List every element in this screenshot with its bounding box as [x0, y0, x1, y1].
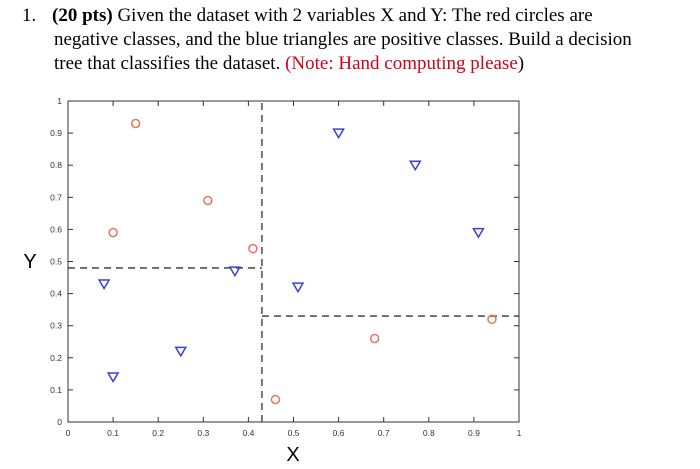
y-tick-label: 0.3	[50, 321, 62, 331]
y-tick-label: 1	[57, 96, 62, 106]
x-axis-title: X	[286, 444, 299, 466]
question-line-1: 1. (20 pts) Given the dataset with 2 vari…	[22, 4, 682, 28]
positive-class-triangle	[97, 279, 111, 290]
y-tick-label: 0.7	[50, 192, 62, 202]
negative-class-circle	[203, 195, 213, 206]
negative-class-circle	[270, 394, 281, 405]
x-tick-label: 0.7	[378, 428, 390, 438]
axis-ticks: 0 0.1 0.2 0.3 0.4 0.5 0.6 0.7 0.8 0.9 1 0 0.1 0.2 0.3 0…	[50, 96, 521, 438]
y-tick-label: 0.5	[50, 257, 62, 267]
question-line3-text: tree that classifies the dataset.	[54, 53, 286, 74]
positive-class-triangle	[472, 227, 485, 239]
x-tick-label: 0.3	[197, 428, 209, 438]
y-tick-label: 0.1	[50, 385, 62, 395]
question-note: (Note: Hand computing please	[285, 53, 518, 74]
positive-class-triangle	[174, 346, 188, 358]
x-tick-label: 0.9	[468, 428, 480, 438]
question-line-2: negative classes, and the blue triangles…	[54, 29, 632, 50]
y-tick-label: 0.2	[50, 353, 62, 363]
y-tick-label: 0.9	[50, 128, 62, 138]
negative-class-circle	[369, 333, 380, 344]
x-tick-label: 0.8	[423, 428, 435, 438]
positive-class-triangle	[332, 128, 345, 140]
y-axis-title: Y	[23, 251, 36, 273]
question-line-3: tree that classifies the dataset. (Note:…	[22, 52, 682, 76]
x-tick-label: 0	[66, 428, 71, 438]
x-tick-label: 0.5	[288, 428, 300, 438]
positive-class-triangle	[106, 372, 120, 384]
x-tick-label: 0.6	[333, 428, 345, 438]
positive-class-triangle	[408, 160, 422, 172]
x-tick-label: 0.1	[107, 428, 119, 438]
plot-area-border	[67, 100, 520, 423]
negative-class-circle	[130, 118, 141, 129]
question-line1-text: Given the dataset with 2 variables X and…	[112, 5, 593, 26]
plot-frame	[67, 100, 520, 423]
question-note-close: )	[517, 53, 525, 74]
data-points	[97, 118, 497, 405]
decision-boundaries	[68, 101, 519, 422]
y-tick-label: 0	[57, 417, 62, 427]
question-text: 1. (20 pts) Given the dataset with 2 vari…	[22, 4, 682, 76]
y-tick-label: 0.8	[50, 160, 62, 170]
negative-class-circle	[487, 314, 497, 325]
question-number: 1.	[22, 5, 37, 26]
negative-class-circle	[108, 227, 118, 238]
y-tick-label: 0.6	[50, 224, 62, 234]
x-tick-label: 0.2	[152, 428, 164, 438]
x-tick-label: 0.4	[242, 428, 254, 438]
x-tick-label: 1	[517, 428, 522, 438]
question-points: (20 pts)	[52, 5, 113, 26]
positive-class-triangle	[228, 266, 242, 278]
y-tick-label: 0.4	[50, 289, 62, 299]
negative-class-circle	[248, 243, 258, 254]
positive-class-triangle	[291, 282, 305, 294]
